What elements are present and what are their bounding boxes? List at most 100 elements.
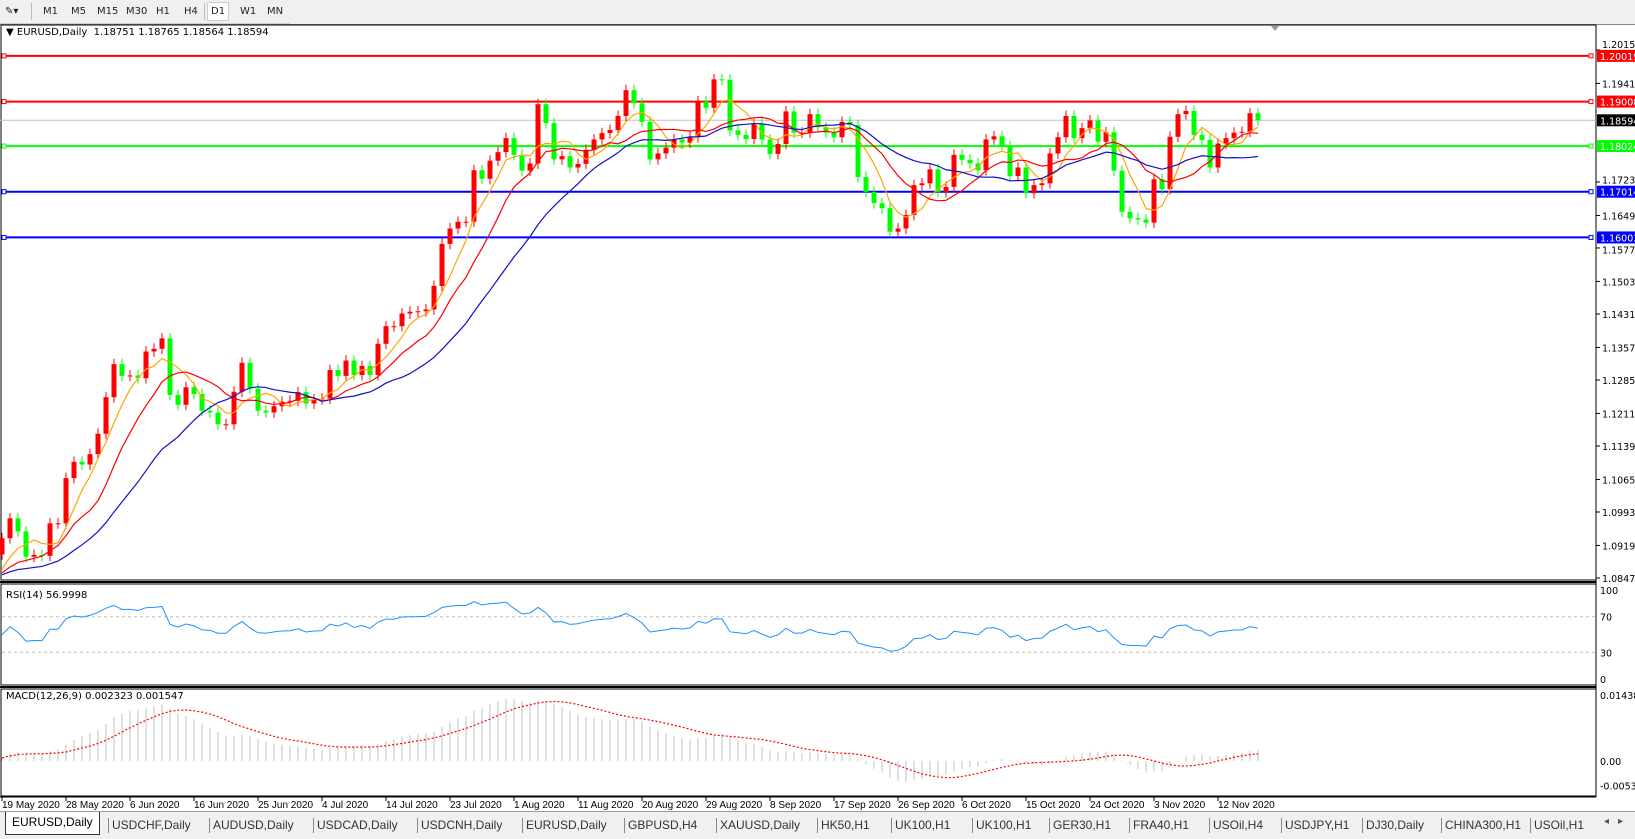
tab-separator xyxy=(1129,818,1130,833)
current-price-tag xyxy=(1597,114,1635,127)
candle-body xyxy=(711,79,717,108)
candle-body xyxy=(1047,153,1053,184)
timeframe-m1[interactable]: M1 xyxy=(43,6,58,17)
timeframe-h4[interactable]: H4 xyxy=(184,6,198,17)
chart-tab[interactable]: XAUUSD,Daily xyxy=(720,818,801,832)
candle-body xyxy=(727,79,733,131)
candle xyxy=(127,370,133,382)
candle-body xyxy=(1191,110,1197,135)
timeframe-d1[interactable]: D1 xyxy=(207,2,230,21)
timeframe-h1[interactable]: H1 xyxy=(156,6,170,17)
chart-tab[interactable]: GER30,H1 xyxy=(1053,818,1112,832)
candle xyxy=(1255,107,1261,126)
candle xyxy=(1239,126,1245,139)
candle xyxy=(159,332,165,355)
level-price-label: 1.18024 xyxy=(1600,142,1635,153)
price-chart[interactable]: 1.20150 1.19410 1.17230 1.16490 1.15770 1.150… xyxy=(0,0,1635,811)
price-axis-label: 1.15030 xyxy=(1602,277,1635,288)
level-price-label: 1.20019 xyxy=(1600,52,1635,63)
candle-body xyxy=(47,523,53,556)
candle xyxy=(303,386,309,409)
candle xyxy=(1207,134,1213,173)
candle-body xyxy=(191,387,197,394)
candle-body xyxy=(519,154,525,171)
tab-separator xyxy=(522,818,523,833)
collapse-icon[interactable]: ▼ xyxy=(6,27,17,38)
price-axis-label: 1.19410 xyxy=(1602,79,1635,90)
timeframe-w1[interactable]: W1 xyxy=(240,6,257,17)
ohlc-values: 1.18751 1.18765 1.18564 1.18594 xyxy=(93,27,269,38)
tab-scroll-left-icon[interactable]: ◂ xyxy=(1604,816,1610,827)
candle xyxy=(167,332,173,401)
candle-body xyxy=(375,343,381,376)
candle xyxy=(855,119,861,183)
candle xyxy=(495,146,501,167)
candle xyxy=(1071,110,1077,144)
candle-body xyxy=(31,554,37,557)
chart-tab[interactable]: AUDUSD,Daily xyxy=(213,818,294,832)
macd-signal-line xyxy=(1,700,1259,779)
date-label: 1 Aug 2020 xyxy=(514,800,565,811)
chart-tab[interactable]: USDCAD,Daily xyxy=(317,818,398,832)
chart-tab[interactable]: USOil,H1 xyxy=(1534,818,1585,832)
chart-tab[interactable]: USDCNH,Daily xyxy=(421,818,503,832)
chart-tab[interactable]: DJ30,Daily xyxy=(1366,818,1425,832)
candle xyxy=(591,134,597,156)
date-label: 24 Oct 2020 xyxy=(1090,800,1145,811)
candle-body xyxy=(543,104,549,124)
candle-body xyxy=(1135,218,1141,220)
candle xyxy=(447,223,453,250)
candle-body xyxy=(1111,132,1117,171)
candle-body xyxy=(935,169,941,192)
tab-scroll-right-icon[interactable]: ▸ xyxy=(1618,816,1624,827)
timeframe-m30[interactable]: M30 xyxy=(126,6,148,17)
timeframe-mn[interactable]: MN xyxy=(267,6,284,17)
candle xyxy=(1191,105,1197,141)
candle xyxy=(943,181,949,198)
candle-body xyxy=(703,101,709,108)
chart-tab[interactable]: FRA40,H1 xyxy=(1133,818,1190,832)
level-handle-right xyxy=(1588,189,1594,195)
candle xyxy=(863,171,869,198)
candle xyxy=(999,130,1005,152)
candle-body xyxy=(623,90,629,116)
line-tool-icon[interactable]: ✎▾ xyxy=(5,6,19,17)
date-label: 4 Jul 2020 xyxy=(322,800,369,811)
macd-axis-label: 0.00 xyxy=(1600,757,1621,768)
candle-body xyxy=(55,523,61,525)
price-axis-label: 1.12850 xyxy=(1602,376,1635,387)
chart-tab[interactable]: EURUSD,Daily xyxy=(526,818,607,832)
candle-body xyxy=(1103,132,1109,142)
candle-body xyxy=(823,127,829,133)
timeframe-m15[interactable]: M15 xyxy=(97,6,119,17)
candle-body xyxy=(1207,139,1213,168)
candle-body xyxy=(991,136,997,140)
chart-tab[interactable]: EURUSD,Daily xyxy=(5,812,100,835)
candle-body xyxy=(1215,143,1221,168)
candle-body xyxy=(287,400,293,402)
candle-body xyxy=(791,111,797,133)
candle-body xyxy=(343,360,349,376)
candle xyxy=(263,405,269,418)
chart-tab[interactable]: CHINA300,H1 xyxy=(1445,818,1522,832)
timeframe-m5[interactable]: M5 xyxy=(71,6,86,17)
tab-separator xyxy=(417,818,418,833)
chart-tab[interactable]: HK50,H1 xyxy=(821,818,870,832)
tab-separator xyxy=(891,818,892,833)
candle-body xyxy=(815,114,821,128)
chart-tab[interactable]: UK100,H1 xyxy=(895,818,951,832)
chart-tab[interactable]: USDJPY,H1 xyxy=(1285,818,1350,832)
candle-body xyxy=(1055,137,1061,154)
price-axis-label: 1.16490 xyxy=(1602,211,1635,222)
candle xyxy=(1031,179,1037,199)
chart-tab[interactable]: UK100,H1 xyxy=(976,818,1032,832)
candle-body xyxy=(215,412,221,425)
candle xyxy=(79,456,85,470)
candle-body xyxy=(415,311,421,313)
chart-tab[interactable]: USDCHF,Daily xyxy=(112,818,191,832)
candle-body xyxy=(1127,211,1133,219)
chart-tab[interactable]: GBPUSD,H4 xyxy=(628,818,698,832)
chart-window[interactable] xyxy=(0,24,1635,812)
candle xyxy=(719,73,725,86)
chart-tab[interactable]: USOil,H4 xyxy=(1213,818,1264,832)
